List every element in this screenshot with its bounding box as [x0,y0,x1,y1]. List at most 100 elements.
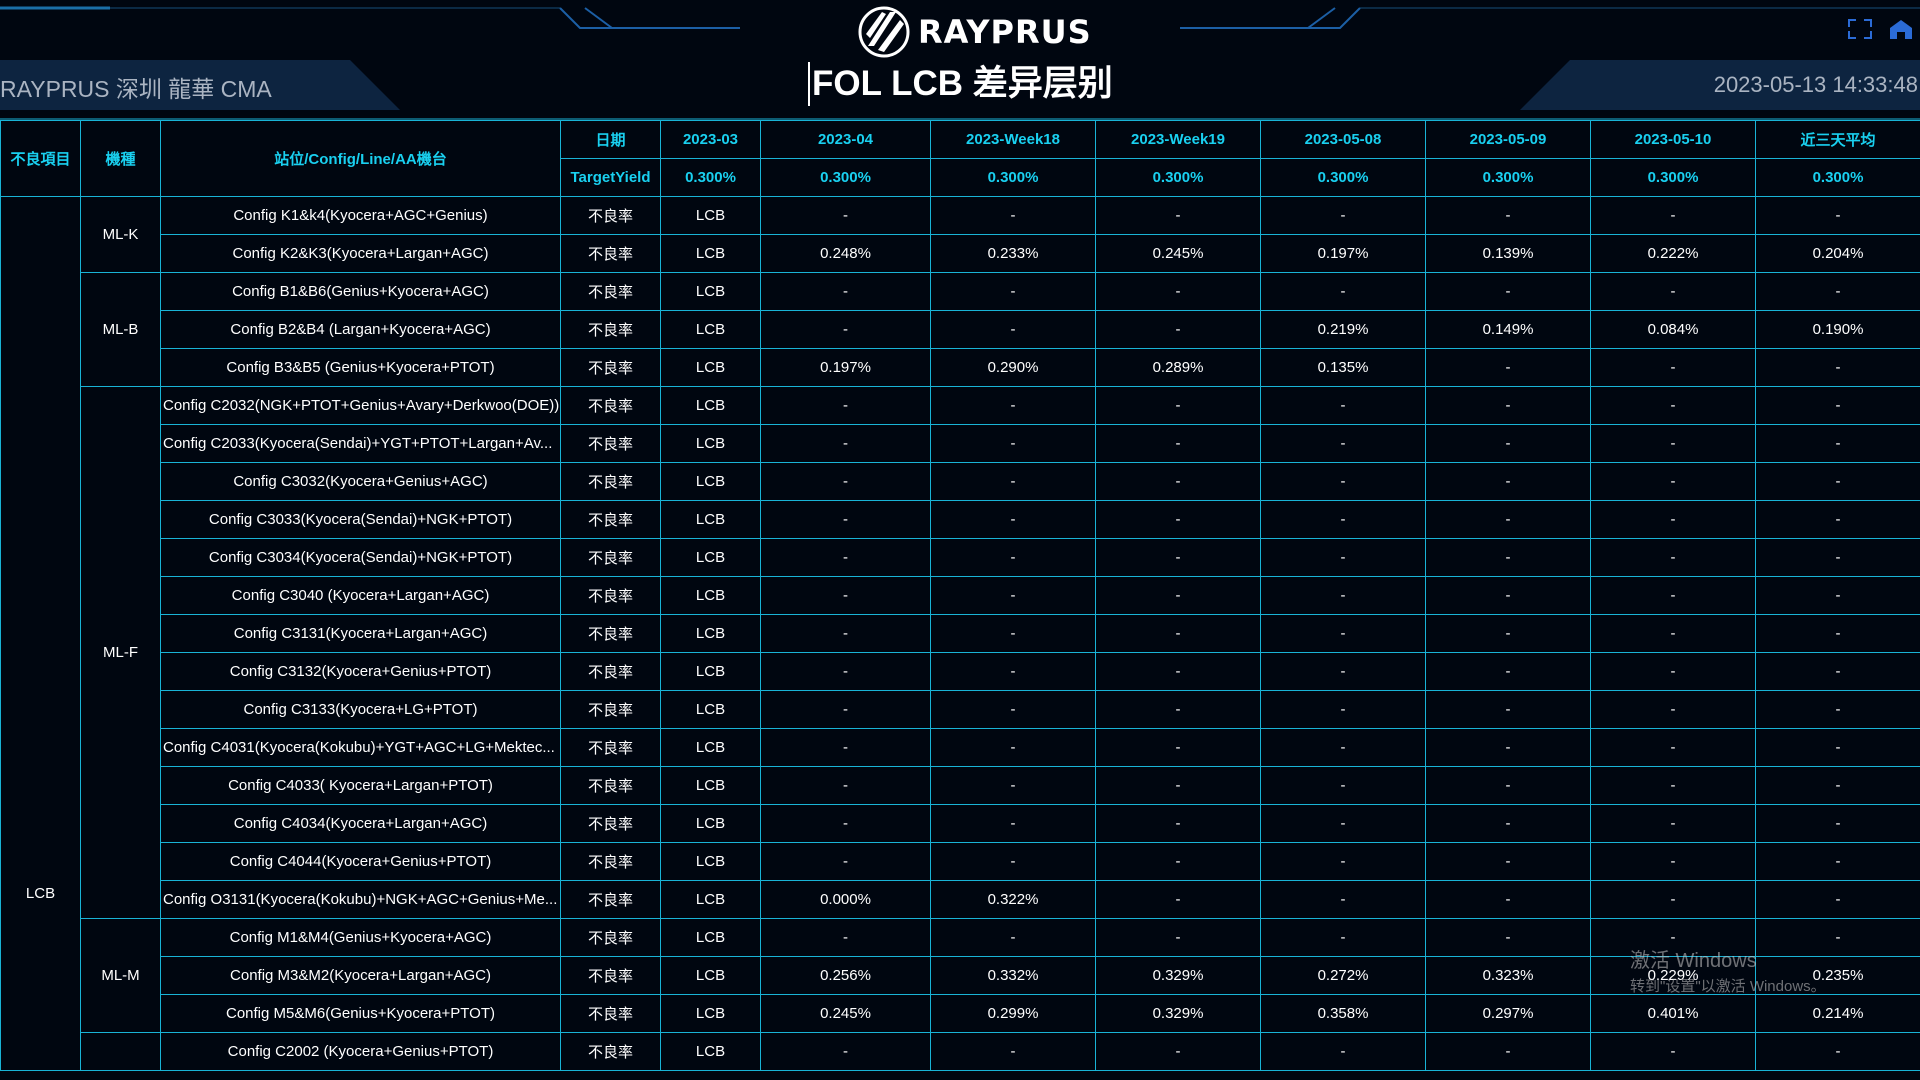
value-cell: - [1260,462,1426,501]
value-cell: - [760,500,931,539]
value-cell: - [1095,386,1261,425]
value-cell: - [1755,462,1920,501]
value-cell: - [760,918,931,957]
period-header: 近三天平均 [1755,120,1920,159]
metric-cell: 不良率 [560,766,661,805]
table-row: Config C3040 (Kyocera+Largan+AGC) 不良率 LCB -… [1,576,1920,615]
type-cell: LCB [660,652,761,691]
type-cell: LCB [660,690,761,729]
header-actions [1848,18,1914,40]
value-cell: 0.245% [760,994,931,1033]
value-cell: - [1425,424,1591,463]
config-cell: Config C4031(Kyocera(Kokubu)+YGT+AGC+LG+… [160,728,561,767]
value-cell: - [930,310,1096,349]
value-cell: - [1590,652,1756,691]
value-cell: - [1260,728,1426,767]
home-icon[interactable] [1888,18,1914,40]
config-cell: Config M5&M6(Genius+Kyocera+PTOT) [160,994,561,1033]
target-value: 0.300% [1425,158,1591,197]
metric-cell: 不良率 [560,272,661,311]
config-cell: Config M1&M4(Genius+Kyocera+AGC) [160,918,561,957]
value-cell: - [1755,614,1920,653]
config-cell: Config O3131(Kyocera(Kokubu)+NGK+AGC+Gen… [160,880,561,919]
value-cell: - [760,842,931,881]
table-row: Config C2033(Kyocera(Sendai)+YGT+PTOT+La… [1,424,1920,463]
type-cell: LCB [660,576,761,615]
lcb-table-container: 不良項目 機種 站位/Config/Line/AA機台 日期 2023-03 2… [0,120,1920,1080]
value-cell: - [1590,462,1756,501]
type-cell: LCB [660,994,761,1033]
metric-cell: 不良率 [560,576,661,615]
period-header: 2023-05-09 [1425,120,1591,159]
table-body: LCB ML-K Config K1&k4(Kyocera+AGC+Genius) 不… [0,196,1920,1071]
value-cell: - [1260,386,1426,425]
value-cell: - [1425,842,1591,881]
lcb-defect-table: 不良項目 機種 站位/Config/Line/AA機台 日期 2023-03 2… [0,120,1920,1071]
value-cell: 0.149% [1425,310,1591,349]
value-cell: 0.229% [1590,956,1756,995]
value-cell: - [1755,1032,1920,1071]
value-cell: - [1755,424,1920,463]
value-cell: - [1755,804,1920,843]
value-cell: - [1425,918,1591,957]
value-cell: - [930,576,1096,615]
value-cell: - [930,804,1096,843]
value-cell: - [1095,538,1261,577]
value-cell: - [1425,766,1591,805]
value-cell: 0.289% [1095,348,1261,387]
value-cell: - [1590,196,1756,235]
period-header: 2023-05-08 [1260,120,1426,159]
value-cell: - [1755,386,1920,425]
value-cell: - [1590,348,1756,387]
value-cell: - [760,310,931,349]
value-cell: - [1260,842,1426,881]
value-cell: - [1260,652,1426,691]
value-cell: - [930,690,1096,729]
value-cell: - [1095,880,1261,919]
target-value: 0.300% [660,158,761,197]
value-cell: 0.358% [1260,994,1426,1033]
value-cell: - [1590,538,1756,577]
value-cell: - [1755,272,1920,311]
metric-cell: 不良率 [560,1032,661,1071]
config-cell: Config C4033( Kyocera+Largan+PTOT) [160,766,561,805]
value-cell: - [1260,880,1426,919]
fullscreen-icon[interactable] [1848,19,1872,39]
value-cell: - [1590,500,1756,539]
table-row: Config C3034(Kyocera(Sendai)+NGK+PTOT) 不良… [1,538,1920,577]
type-cell: LCB [660,424,761,463]
value-cell: - [1425,500,1591,539]
value-cell: 0.233% [930,234,1096,273]
header-decoration [0,6,1920,120]
value-cell: - [930,652,1096,691]
value-cell: - [1260,538,1426,577]
dashboard-header: RAYPRUS RAYPRUS 深圳 龍華 CMA FOL LCB 差异层别 2… [0,0,1920,120]
value-cell: 0.322% [930,880,1096,919]
table-row: Config K2&K3(Kyocera+Largan+AGC) 不良率 LCB 0.… [1,234,1920,273]
value-cell: 0.222% [1590,234,1756,273]
defect-cell: LCB [0,196,81,1071]
period-header: 2023-03 [660,120,761,159]
config-cell: Config C4034(Kyocera+Largan+AGC) [160,804,561,843]
value-cell: - [1260,424,1426,463]
table-row: Config C4044(Kyocera+Genius+PTOT) 不良率 LCB -… [1,842,1920,881]
type-cell: LCB [660,956,761,995]
value-cell: - [760,766,931,805]
value-cell: - [760,690,931,729]
value-cell: 0.299% [930,994,1096,1033]
value-cell: 0.197% [760,348,931,387]
value-cell: - [1095,196,1261,235]
value-cell: - [1590,614,1756,653]
metric-cell: 不良率 [560,880,661,919]
value-cell: - [760,1032,931,1071]
config-cell: Config C2032(NGK+PTOT+Genius+Avary+Derkw… [160,386,561,425]
value-cell: 0.204% [1755,234,1920,273]
col-header-station: 站位/Config/Line/AA機台 [160,120,561,197]
value-cell: - [1755,918,1920,957]
type-cell: LCB [660,1032,761,1071]
metric-cell: 不良率 [560,804,661,843]
value-cell: - [1425,272,1591,311]
config-cell: Config C3032(Kyocera+Genius+AGC) [160,462,561,501]
config-cell: Config B3&B5 (Genius+Kyocera+PTOT) [160,348,561,387]
type-cell: LCB [660,766,761,805]
